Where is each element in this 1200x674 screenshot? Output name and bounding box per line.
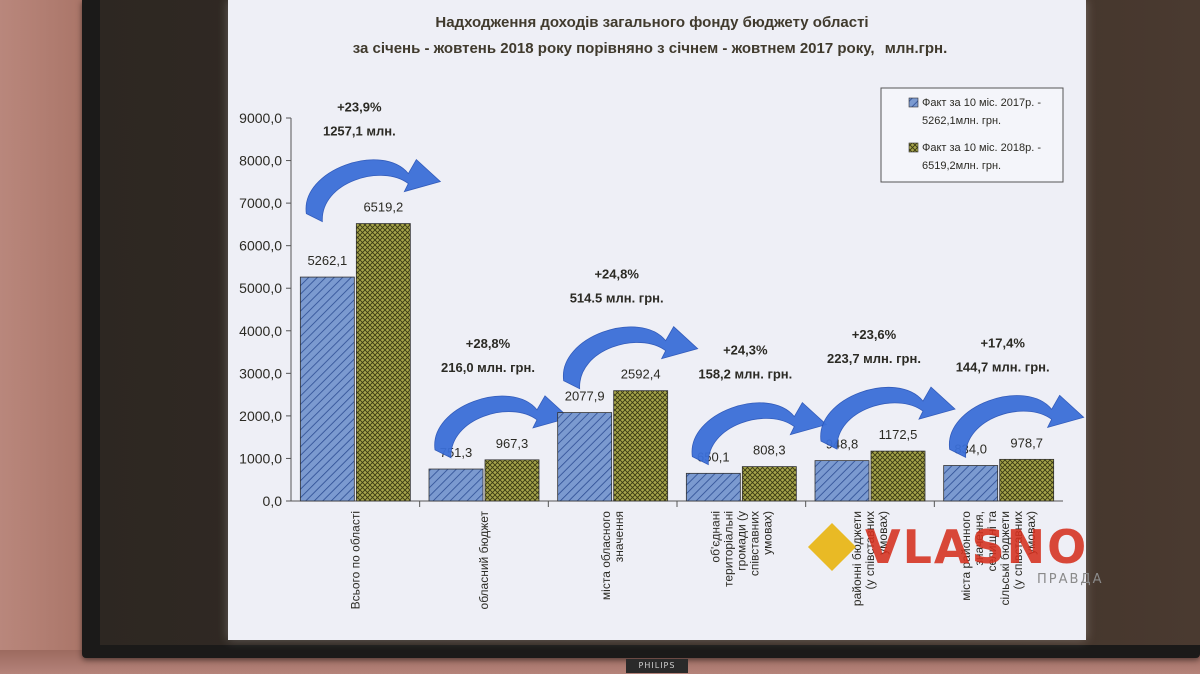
legend-label-2017-line2: 5262,1млн. грн.: [922, 115, 1001, 127]
bar-2017: [814, 460, 870, 502]
category-label: селищні та: [985, 511, 999, 572]
growth-amount: 1257,1 млн.: [323, 124, 396, 139]
growth-percent: +17,4%: [980, 335, 1025, 350]
y-tick-label: 2000,0: [239, 408, 282, 424]
growth-arrow-icon: [305, 158, 442, 223]
bar-2018: [484, 459, 540, 502]
data-label-2018: 978,7: [1010, 435, 1043, 450]
category-label: (у співставних: [863, 511, 877, 589]
category-label: сільські бюджети: [998, 511, 1012, 606]
category-label: значення,: [972, 511, 986, 566]
growth-amount: 216,0 млн. грн.: [441, 360, 535, 375]
growth-amount: 223,7 млн. грн.: [827, 351, 921, 366]
bar-2017: [557, 412, 613, 502]
y-tick-label: 1000,0: [239, 450, 282, 466]
bar-2018: [870, 450, 926, 502]
y-tick-label: 7000,0: [239, 195, 282, 211]
data-label-2018: 2592,4: [621, 367, 661, 382]
growth-percent: +24,8%: [594, 267, 639, 282]
data-label-2018: 6519,2: [363, 200, 403, 215]
wall-background: [0, 0, 90, 674]
legend-swatch-2017: [908, 97, 919, 108]
category-label: територіальні: [721, 511, 735, 587]
y-tick-label: 3000,0: [239, 365, 282, 381]
growth-amount: 514.5 млн. грн.: [570, 291, 664, 306]
chart-title-period: за січень - жовтень 2018 року порівняно …: [353, 40, 875, 57]
y-tick-label: 4000,0: [239, 323, 282, 339]
data-label-2018: 808,3: [753, 443, 786, 458]
chart-title-line1: Надходження доходів загального фонду бюд…: [435, 14, 868, 31]
growth-arrow-icon: [563, 326, 699, 390]
category-label: умовах): [1024, 511, 1038, 555]
growth-percent: +23,6%: [852, 327, 897, 342]
growth-percent: +23,9%: [337, 100, 382, 115]
data-label-2017: 5262,1: [307, 253, 347, 268]
data-label-2018: 967,3: [496, 436, 529, 451]
legend-label-2017-line1: Факт за 10 міс. 2017р. -: [922, 97, 1041, 109]
plot-area: 0,0 1000,0 2000,0 3000,0 4000,0 5000,0 6000,0 7…: [239, 100, 1085, 610]
y-tick-label: 5000,0: [239, 280, 282, 296]
bar-2017: [943, 465, 999, 502]
category-label: умовах): [876, 511, 890, 555]
growth-percent: +28,8%: [466, 336, 511, 351]
growth-amount: 144,7 млн. грн.: [956, 359, 1050, 374]
data-label-2018: 1172,5: [879, 427, 918, 442]
y-tick-label: 9000,0: [239, 110, 282, 126]
data-label-2017: 2077,9: [565, 389, 605, 404]
bar-2017: [685, 472, 741, 502]
chart-title-line2: за січень - жовтень 2018 року порівняно …: [353, 40, 948, 57]
category-label: громади (у: [734, 511, 748, 571]
growth-arrow-icon: [434, 395, 570, 459]
bar-2017: [428, 468, 484, 502]
growth-percent: +24,3%: [723, 343, 768, 358]
category-label: Всього по області: [348, 511, 362, 609]
growth-arrow-icon: [820, 386, 956, 450]
bar-2018: [741, 466, 797, 502]
tv-brand-logo: PHILIPS: [626, 659, 688, 673]
legend-box: Факт за 10 міс. 2017р. - 5262,1млн. грн.…: [880, 87, 1064, 183]
bar-2018: [613, 390, 669, 502]
category-label: об'єднані: [708, 511, 722, 563]
category-label: значення: [612, 511, 626, 562]
legend-label-2018-line2: 6519,2млн. грн.: [922, 160, 1001, 172]
y-tick-label: 8000,0: [239, 153, 282, 169]
growth-amount: 158,2 млн. грн.: [698, 367, 792, 382]
bar-2018: [999, 458, 1055, 502]
y-tick-label: 6000,0: [239, 238, 282, 254]
bar-2018: [355, 223, 411, 502]
category-label: міста районного: [959, 511, 973, 601]
category-label: міста обласного: [599, 511, 613, 600]
y-tick-label: 0,0: [263, 493, 283, 509]
legend-label-2018-line1: Факт за 10 міс. 2018р. -: [922, 142, 1041, 154]
legend-swatch-2018: [908, 142, 919, 153]
chart-title-unit: млн.грн.: [885, 40, 948, 57]
category-label: умовах): [760, 511, 774, 555]
growth-arrow-icon: [691, 401, 828, 466]
bar-2017: [299, 276, 355, 502]
category-label: районні бюджети: [850, 511, 864, 606]
category-label: співставних: [747, 511, 761, 576]
category-label: обласний бюджет: [477, 511, 491, 610]
growth-arrow-icon: [949, 394, 1085, 459]
category-label: (у співставних: [1011, 511, 1025, 589]
